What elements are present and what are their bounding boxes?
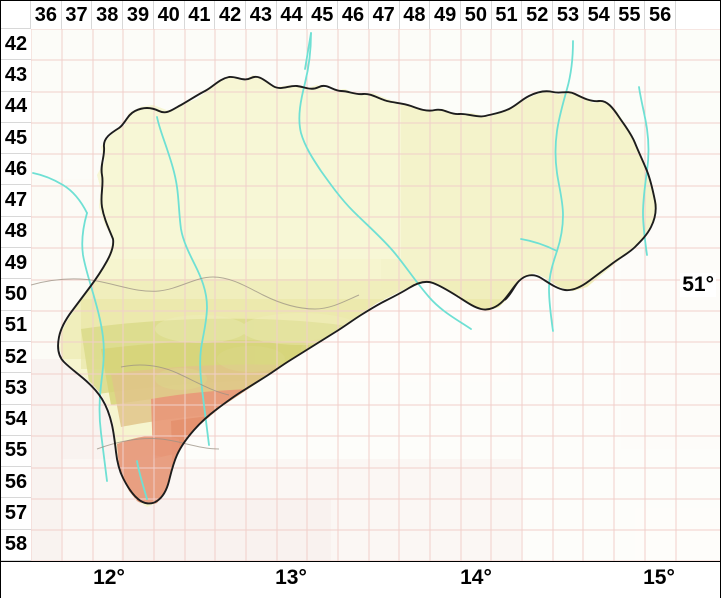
longitude-label-3: 15°	[643, 566, 675, 589]
row-header-49[interactable]: 49	[1, 248, 31, 280]
column-header-43[interactable]: 43	[246, 1, 277, 29]
column-header-51[interactable]: 51	[491, 1, 523, 29]
longitude-label-2: 14°	[460, 566, 492, 589]
row-header-57[interactable]: 57	[1, 498, 31, 530]
column-header-52[interactable]: 52	[522, 1, 554, 29]
map-viewport[interactable]	[1, 29, 720, 561]
header-corner-cell	[1, 1, 31, 29]
row-header-47[interactable]: 47	[1, 185, 31, 217]
longitude-axis: 12° 13° 14° 15°	[1, 561, 720, 598]
column-header-36[interactable]: 36	[31, 1, 62, 29]
grid-lines	[1, 29, 720, 561]
longitude-label-0: 12°	[93, 566, 125, 589]
column-header-37[interactable]: 37	[61, 1, 93, 29]
border-notch-saxon-switzerland	[504, 280, 520, 301]
row-header-46[interactable]: 46	[1, 154, 31, 186]
row-header-58[interactable]: 58	[1, 529, 31, 561]
row-header-strip: 42 43 44 45 46 47 48 49 50 51 52 53 54 55 56 57 58	[1, 29, 31, 561]
row-header-45[interactable]: 45	[1, 122, 31, 155]
row-header-44[interactable]: 44	[1, 91, 31, 123]
row-header-56[interactable]: 56	[1, 467, 31, 499]
column-header-strip: 36 37 38 39 40 41 42 43 44 45 46 47 48 49 50 51 52 53 54 55…	[1, 1, 720, 29]
column-header-39[interactable]: 39	[123, 1, 154, 29]
row-header-43[interactable]: 43	[1, 60, 31, 92]
column-header-50[interactable]: 50	[461, 1, 492, 29]
column-header-47[interactable]: 47	[368, 1, 400, 29]
row-header-53[interactable]: 53	[1, 373, 31, 405]
column-header-41[interactable]: 41	[184, 1, 216, 29]
column-header-54[interactable]: 54	[583, 1, 615, 29]
row-header-52[interactable]: 52	[1, 341, 31, 374]
column-header-44[interactable]: 44	[276, 1, 308, 29]
column-header-45[interactable]: 45	[307, 1, 339, 29]
column-header-46[interactable]: 46	[338, 1, 369, 29]
latitude-label-51: 51°	[680, 273, 716, 297]
column-header-40[interactable]: 40	[153, 1, 185, 29]
row-header-48[interactable]: 48	[1, 216, 31, 249]
row-header-54[interactable]: 54	[1, 404, 31, 436]
row-header-51[interactable]: 51	[1, 310, 31, 342]
longitude-label-1: 13°	[275, 566, 307, 589]
column-header-42[interactable]: 42	[215, 1, 246, 29]
column-header-49[interactable]: 49	[430, 1, 461, 29]
column-header-55[interactable]: 55	[614, 1, 646, 29]
row-header-55[interactable]: 55	[1, 435, 31, 468]
saxony-state-border	[57, 75, 657, 505]
saxony-relief-map	[1, 29, 720, 561]
column-header-53[interactable]: 53	[553, 1, 584, 29]
row-header-50[interactable]: 50	[1, 279, 31, 311]
column-header-56[interactable]: 56	[645, 1, 676, 29]
row-header-42[interactable]: 42	[1, 29, 31, 61]
column-header-38[interactable]: 38	[92, 1, 124, 29]
column-header-48[interactable]: 48	[399, 1, 431, 29]
